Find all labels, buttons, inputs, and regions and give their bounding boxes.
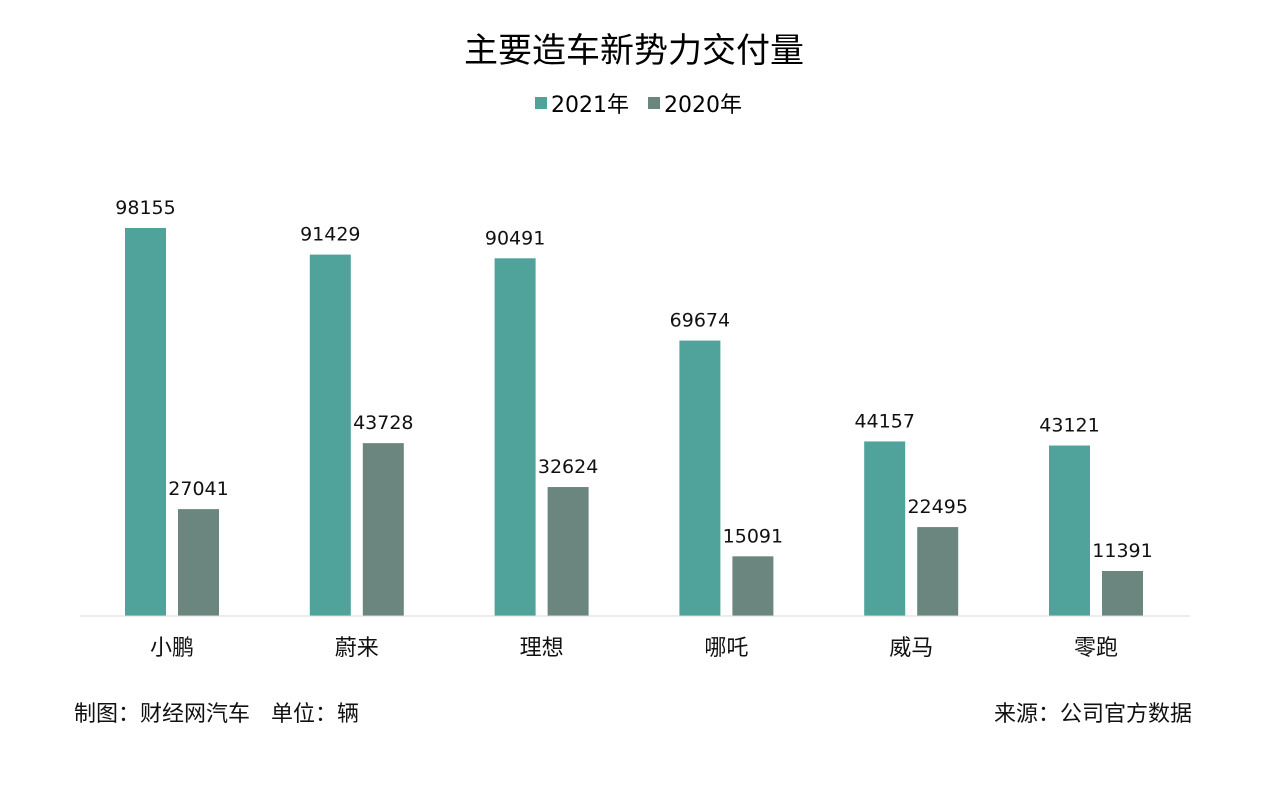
footer-source: 来源：公司官方数据	[994, 696, 1192, 728]
data-label-理想-2021年: 90491	[485, 227, 545, 249]
data-label-理想-2020年: 32624	[538, 456, 598, 478]
source-text: 来源：公司官方数据	[993, 702, 1192, 727]
x-tick-label: 零跑	[1074, 636, 1118, 661]
data-label-威马-2021年: 44157	[854, 410, 914, 432]
bar-理想-2021年	[494, 258, 536, 616]
legend-swatch-2021	[535, 97, 547, 109]
bar-蔚来-2020年	[362, 443, 404, 616]
unit-text: 单位：辆	[271, 702, 360, 727]
bar-哪吒-2020年	[732, 556, 774, 616]
data-label-威马-2020年: 22495	[907, 496, 967, 518]
data-label-蔚来-2020年: 43728	[353, 412, 413, 434]
x-tick-label: 小鹏	[150, 636, 194, 661]
x-tick-label: 蔚来	[335, 636, 379, 661]
bar-理想-2020年	[547, 487, 589, 616]
bar-小鹏-2021年	[125, 228, 166, 616]
bar-零跑-2021年	[1049, 445, 1090, 616]
plot-area: 98155 27041 小鹏 91429 43728 蔚来 90491 32624 理想 6967…	[115, 197, 1152, 661]
bar-威马-2020年	[917, 527, 959, 616]
data-label-哪吒-2021年: 69674	[670, 310, 730, 332]
x-tick-label: 威马	[889, 636, 933, 661]
data-label-零跑-2020年: 11391	[1092, 540, 1152, 562]
bar-零跑-2020年	[1102, 570, 1143, 616]
data-label-零跑-2021年: 43121	[1039, 415, 1099, 437]
data-label-哪吒-2020年: 15091	[723, 525, 783, 547]
data-label-小鹏-2021年: 98155	[115, 197, 175, 219]
legend-label-2021: 2021年	[551, 93, 629, 118]
bar-威马-2021年	[864, 441, 906, 616]
legend-swatch-2020	[648, 97, 660, 109]
bar-哪吒-2021年	[679, 340, 721, 616]
data-label-蔚来-2021年: 91429	[300, 224, 360, 246]
legend: 2021年 2020年	[535, 93, 742, 118]
chart-title: 主要造车新势力交付量	[464, 31, 804, 71]
legend-label-2020: 2020年	[664, 93, 742, 118]
x-tick-label: 哪吒	[704, 636, 748, 661]
x-tick-label: 理想	[520, 636, 564, 661]
bar-小鹏-2020年	[178, 509, 219, 616]
bar-蔚来-2021年	[309, 254, 351, 617]
footer-credit: 制图：财经网汽车 单位：辆	[74, 696, 359, 728]
credit-text: 制图：财经网汽车	[74, 702, 251, 727]
data-label-小鹏-2020年: 27041	[168, 478, 228, 500]
